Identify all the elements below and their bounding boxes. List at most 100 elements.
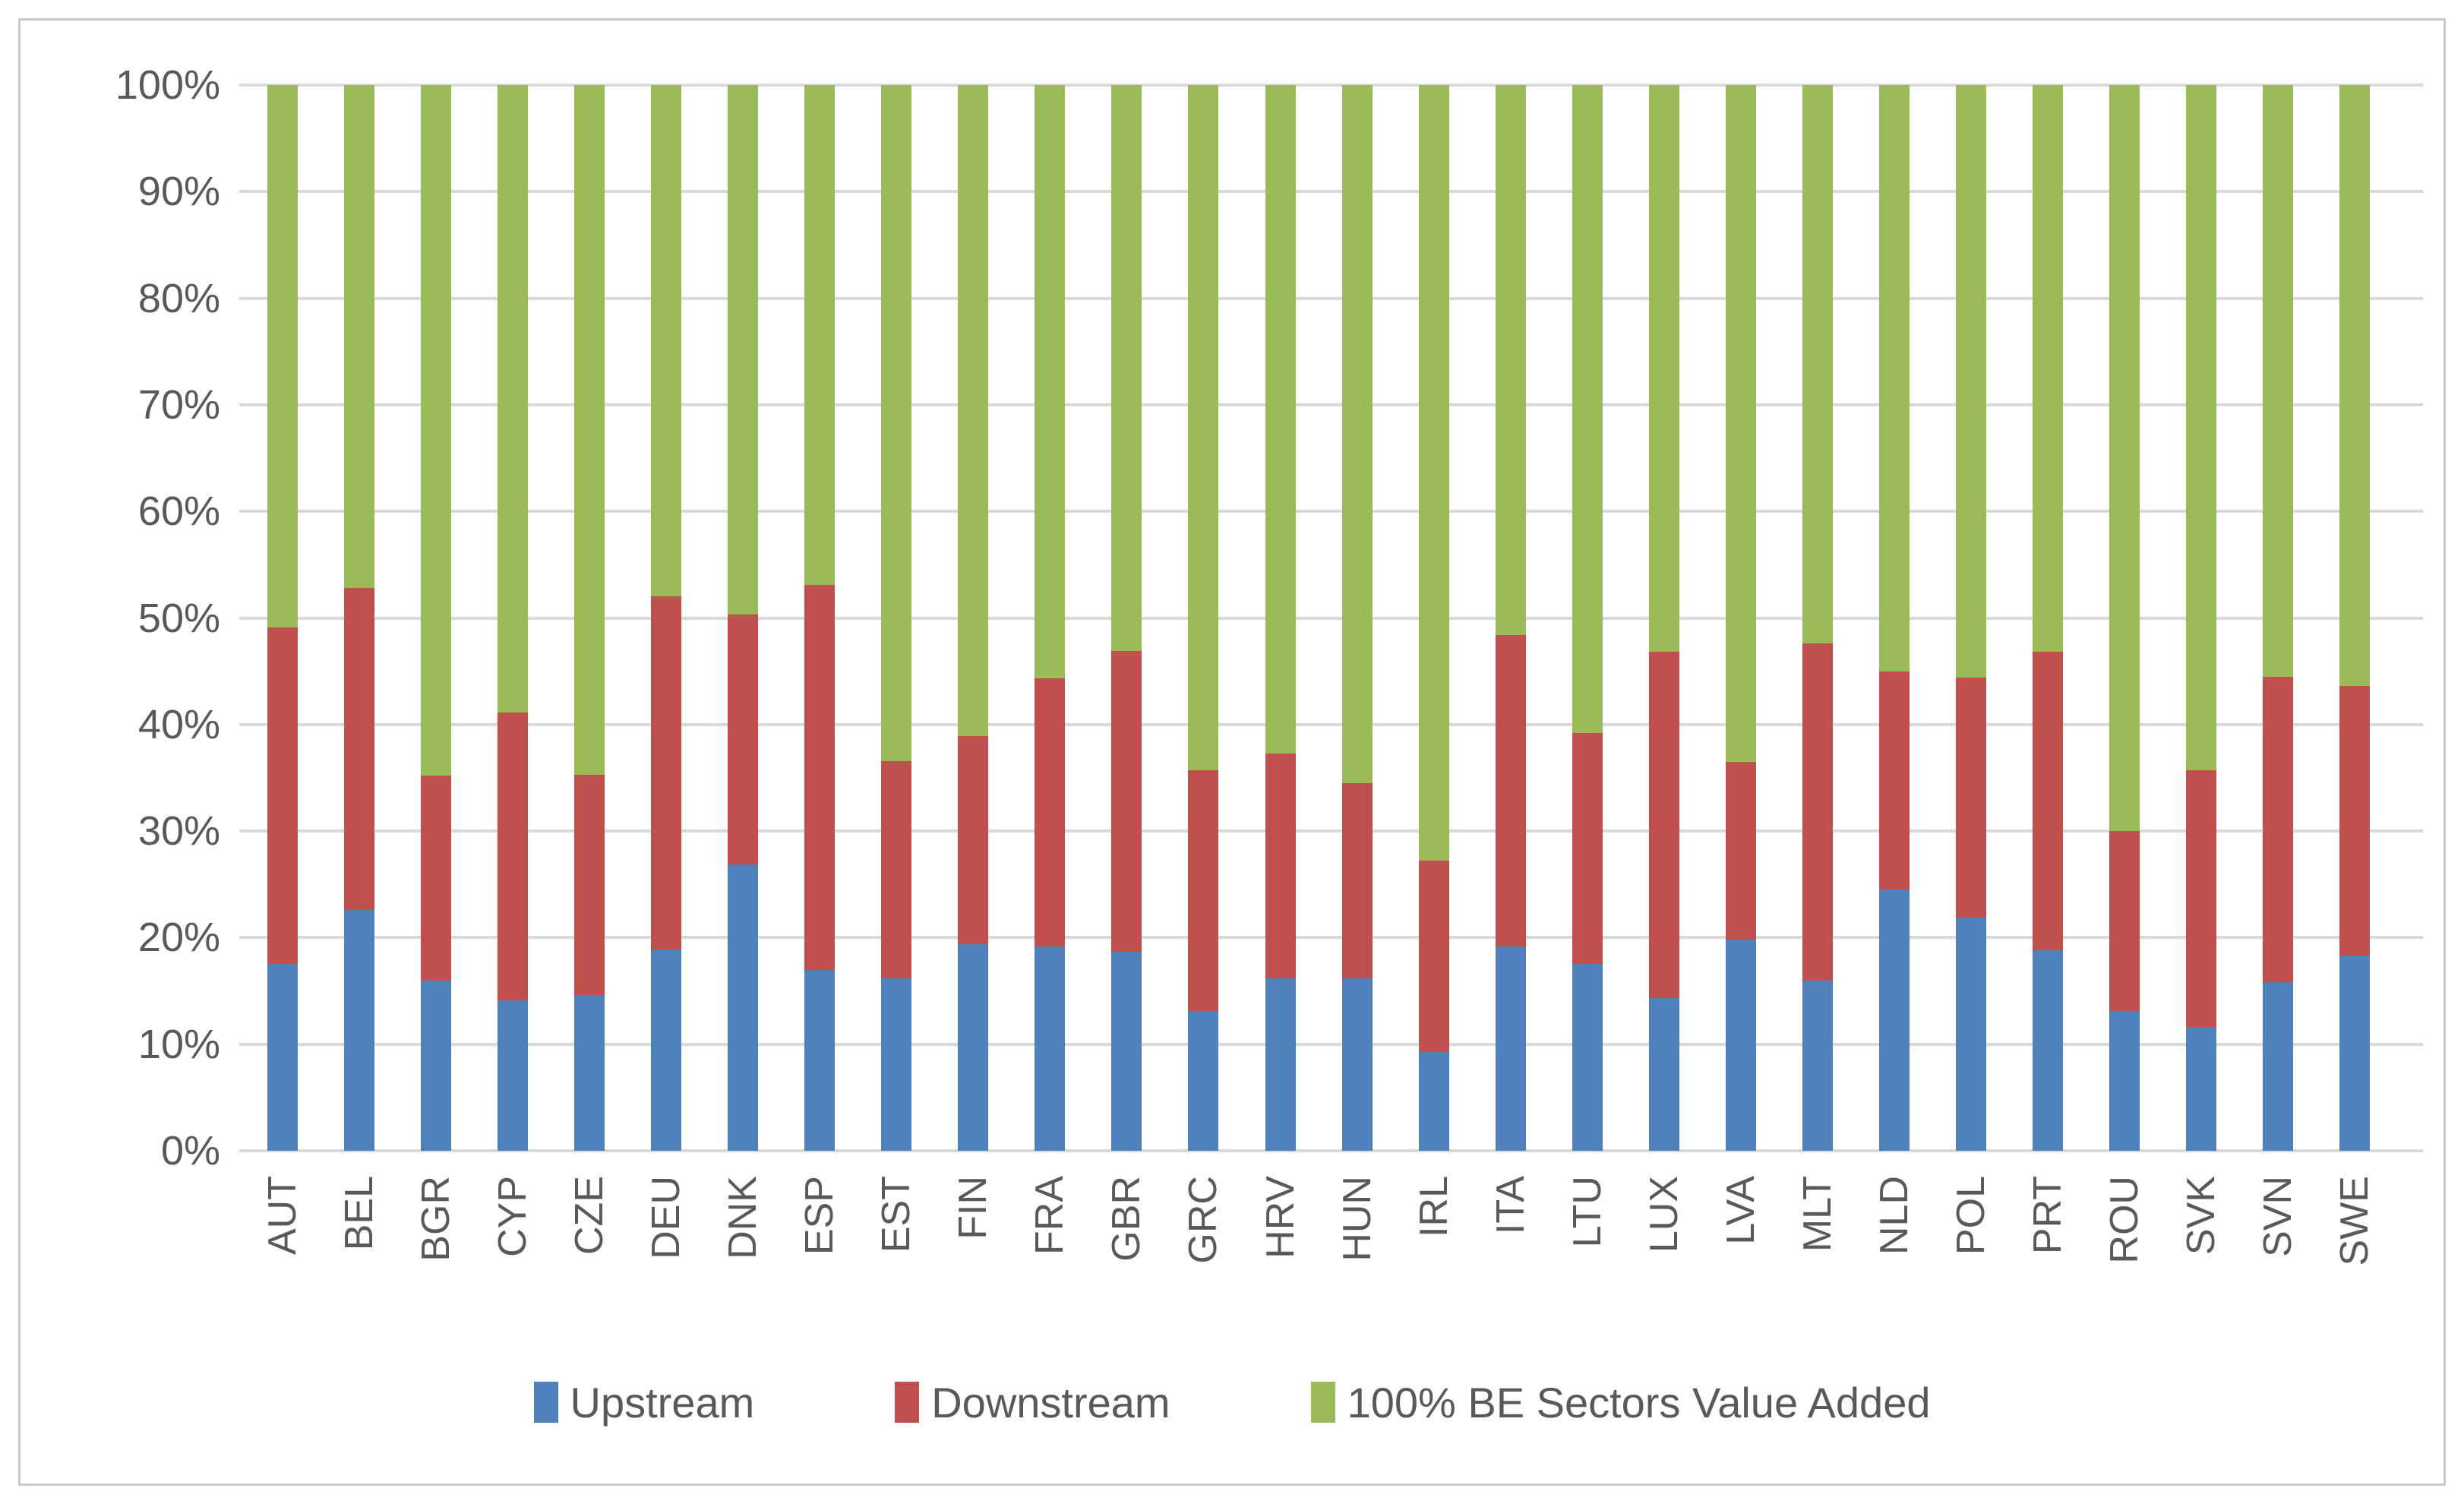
bar-GRC (1188, 85, 1219, 1151)
bar-SWE-segment-100-be-sectors-value-added (2339, 85, 2371, 687)
bar-BEL-segment-100-be-sectors-value-added (344, 85, 375, 589)
bar-ROU-segment-upstream (2109, 1011, 2140, 1151)
bar-FIN-segment-100-be-sectors-value-added (958, 85, 989, 737)
bar-CYP-segment-upstream (498, 1000, 529, 1151)
bar-IRL-segment-upstream (1418, 1051, 1449, 1151)
bar-BEL-segment-upstream (344, 909, 375, 1151)
x-tick-label-FIN: FIN (951, 1176, 996, 1240)
gridline-0 (239, 1149, 2423, 1152)
bar-LTU (1572, 85, 1603, 1151)
bar-FIN-segment-upstream (958, 943, 989, 1151)
bar-HRV-segment-downstream (1265, 753, 1296, 978)
y-tick-label-40: 40% (137, 701, 220, 747)
bar-MLT-segment-100-be-sectors-value-added (1802, 85, 1833, 644)
bar-HUN (1341, 85, 1373, 1151)
gridline-70 (239, 403, 2423, 406)
value-added-legend-label: 100% BE Sectors Value Added (1347, 1378, 1931, 1427)
bar-HRV-segment-upstream (1265, 978, 1296, 1151)
downstream-legend-label: Downstream (931, 1378, 1170, 1427)
bar-DEU-segment-100-be-sectors-value-added (651, 85, 682, 597)
legend-item-downstream: Downstream (895, 1378, 1170, 1427)
x-tick-label-BGR: BGR (414, 1176, 459, 1262)
bar-AUT-segment-100-be-sectors-value-added (267, 85, 298, 628)
chart-frame-border (18, 18, 2446, 1486)
x-tick-label-ROU: ROU (2102, 1176, 2147, 1264)
bar-DEU (651, 85, 682, 1151)
x-tick-label-AUT: AUT (261, 1176, 305, 1255)
bar-ESP-segment-downstream (804, 585, 836, 970)
x-tick-label-SWE: SWE (2333, 1176, 2377, 1266)
upstream-legend-label: Upstream (570, 1378, 755, 1427)
bar-BGR-segment-downstream (421, 776, 452, 981)
gridline-90 (239, 190, 2423, 194)
bar-PRT-segment-upstream (2032, 950, 2063, 1151)
x-tick-label-SVK: SVK (2179, 1176, 2223, 1256)
legend-item-value-added: 100% BE Sectors Value Added (1310, 1378, 1931, 1427)
bar-ESP-segment-upstream (804, 969, 836, 1151)
bar-MLT-segment-downstream (1802, 643, 1833, 981)
bar-LUX-segment-downstream (1648, 652, 1679, 999)
bar-PRT-segment-downstream (2032, 652, 2063, 951)
bar-HRV (1265, 85, 1296, 1151)
bar-POL (1955, 85, 1986, 1151)
bar-SVK-segment-100-be-sectors-value-added (2186, 85, 2216, 771)
bar-AUT-segment-upstream (267, 964, 298, 1151)
bar-CZE-segment-downstream (574, 774, 605, 996)
bar-SVN (2263, 85, 2294, 1151)
bar-GRC-segment-upstream (1188, 1011, 1219, 1151)
y-tick-label-100: 100% (115, 62, 220, 108)
bar-SVN-segment-upstream (2263, 982, 2294, 1151)
y-tick-label-80: 80% (137, 275, 220, 321)
gridline-50 (239, 616, 2423, 620)
bar-ROU (2109, 85, 2140, 1151)
bar-EST (881, 85, 912, 1151)
bar-LUX-segment-100-be-sectors-value-added (1648, 85, 1679, 652)
bar-ITA-segment-100-be-sectors-value-added (1495, 85, 1526, 635)
bar-POL-segment-upstream (1955, 917, 1986, 1151)
bar-DEU-segment-downstream (651, 596, 682, 949)
x-tick-label-ESP: ESP (798, 1176, 842, 1256)
legend-item-upstream: Upstream (533, 1378, 755, 1427)
gridline-10 (239, 1042, 2423, 1046)
x-tick-label-HRV: HRV (1258, 1176, 1303, 1259)
bar-GBR-segment-100-be-sectors-value-added (1111, 85, 1142, 651)
x-tick-label-ITA: ITA (1488, 1176, 1533, 1235)
x-tick-label-LTU: LTU (1565, 1176, 1609, 1248)
x-tick-label-LUX: LUX (1641, 1176, 1686, 1253)
y-tick-label-0: 0% (160, 1128, 220, 1174)
x-tick-label-GBR: GBR (1104, 1176, 1149, 1262)
x-tick-label-BEL: BEL (337, 1176, 382, 1251)
gridline-80 (239, 296, 2423, 300)
bar-FRA-segment-upstream (1035, 946, 1066, 1151)
bar-AUT (267, 85, 298, 1151)
x-tick-label-POL: POL (1948, 1176, 1993, 1256)
bar-BGR-segment-100-be-sectors-value-added (421, 85, 452, 776)
bar-LVA-segment-downstream (1725, 761, 1756, 940)
bar-GBR-segment-downstream (1111, 651, 1142, 952)
gridline-40 (239, 722, 2423, 726)
bar-LUX-segment-upstream (1648, 998, 1679, 1151)
bar-ITA-segment-upstream (1495, 946, 1526, 1151)
bar-ROU-segment-100-be-sectors-value-added (2109, 85, 2140, 832)
bar-IRL-segment-100-be-sectors-value-added (1418, 85, 1449, 861)
bar-NLD (1878, 85, 1910, 1151)
bar-ESP-segment-100-be-sectors-value-added (804, 85, 836, 586)
bar-GRC-segment-downstream (1188, 770, 1219, 1012)
downstream-legend-swatch-icon (895, 1382, 920, 1423)
x-tick-label-HUN: HUN (1335, 1176, 1379, 1262)
bar-CZE-segment-100-be-sectors-value-added (574, 85, 605, 775)
bar-SVN-segment-downstream (2263, 676, 2294, 983)
bar-NLD-segment-upstream (1878, 889, 1910, 1151)
bar-SWE-segment-downstream (2339, 686, 2371, 956)
bar-FRA (1035, 85, 1066, 1151)
bar-CYP-segment-100-be-sectors-value-added (498, 85, 529, 713)
bar-IRL (1418, 85, 1449, 1151)
bar-DNK-segment-downstream (728, 615, 759, 864)
bar-LVA (1725, 85, 1756, 1151)
bar-BEL-segment-downstream (344, 588, 375, 910)
x-tick-label-LVA: LVA (1718, 1176, 1763, 1245)
bar-PRT-segment-100-be-sectors-value-added (2032, 85, 2063, 652)
bar-AUT-segment-downstream (267, 627, 298, 965)
bar-LUX (1648, 85, 1679, 1151)
